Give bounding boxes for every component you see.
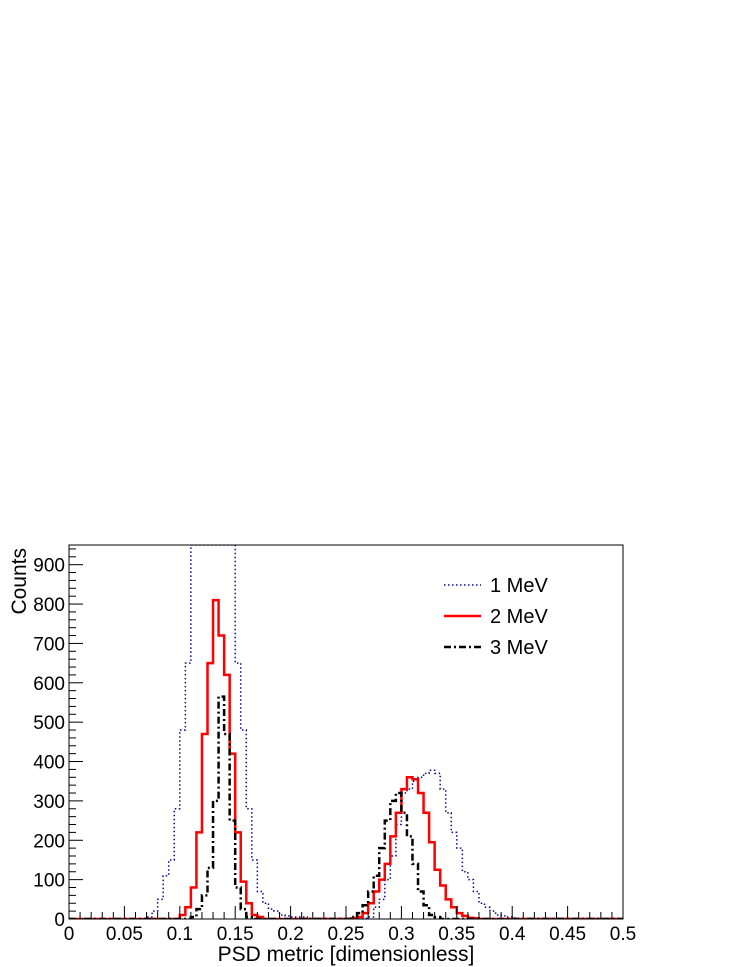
x-tick-label: 0.25: [328, 924, 365, 945]
y-tick-label: 800: [33, 595, 65, 616]
x-tick-label: 0.45: [549, 924, 586, 945]
series-group: [69, 545, 623, 919]
x-tick-label: 0.1: [167, 924, 193, 945]
x-tick-label: 0.2: [277, 924, 303, 945]
legend-label-1: 1 MeV: [490, 575, 548, 597]
x-tick-label: 0.5: [610, 924, 636, 945]
x-tick-label: 0.05: [106, 924, 143, 945]
x-tick-label: 0.3: [388, 924, 414, 945]
y-tick-label: 900: [33, 556, 65, 577]
y-tick-label: 100: [33, 871, 65, 892]
plot-area: [69, 545, 623, 919]
y-tick-label: 500: [33, 713, 65, 734]
y-tick-label: 700: [33, 634, 65, 655]
y-tick-label: 0: [54, 910, 65, 931]
x-tick-label: 0: [64, 924, 75, 945]
series-line-1: [69, 545, 623, 919]
y-axis-label: Counts: [8, 548, 31, 615]
x-tick-label: 0.15: [217, 924, 254, 945]
legend-label-2: 2 MeV: [490, 606, 548, 628]
y-tick-label: 200: [33, 831, 65, 852]
series-line-3: [69, 695, 623, 919]
legend-label-3: 3 MeV: [490, 637, 548, 659]
x-tick-label: 0.4: [499, 924, 526, 945]
x-axis-label: PSD metric [dimensionless]: [218, 943, 475, 966]
plot-frame: [68, 544, 624, 920]
axes: 0 0.05 0.1 0.15 0.2 0.25 0.3 0.35 0.4 0.45 0.5 0 100…: [33, 544, 636, 945]
y-tick-label: 300: [33, 792, 65, 813]
y-tick-label: 600: [33, 674, 65, 695]
x-tick-label: 0.35: [438, 924, 475, 945]
legend: 1 MeV 2 MeV 3 MeV: [444, 575, 548, 659]
y-tick-label: 400: [33, 753, 65, 774]
